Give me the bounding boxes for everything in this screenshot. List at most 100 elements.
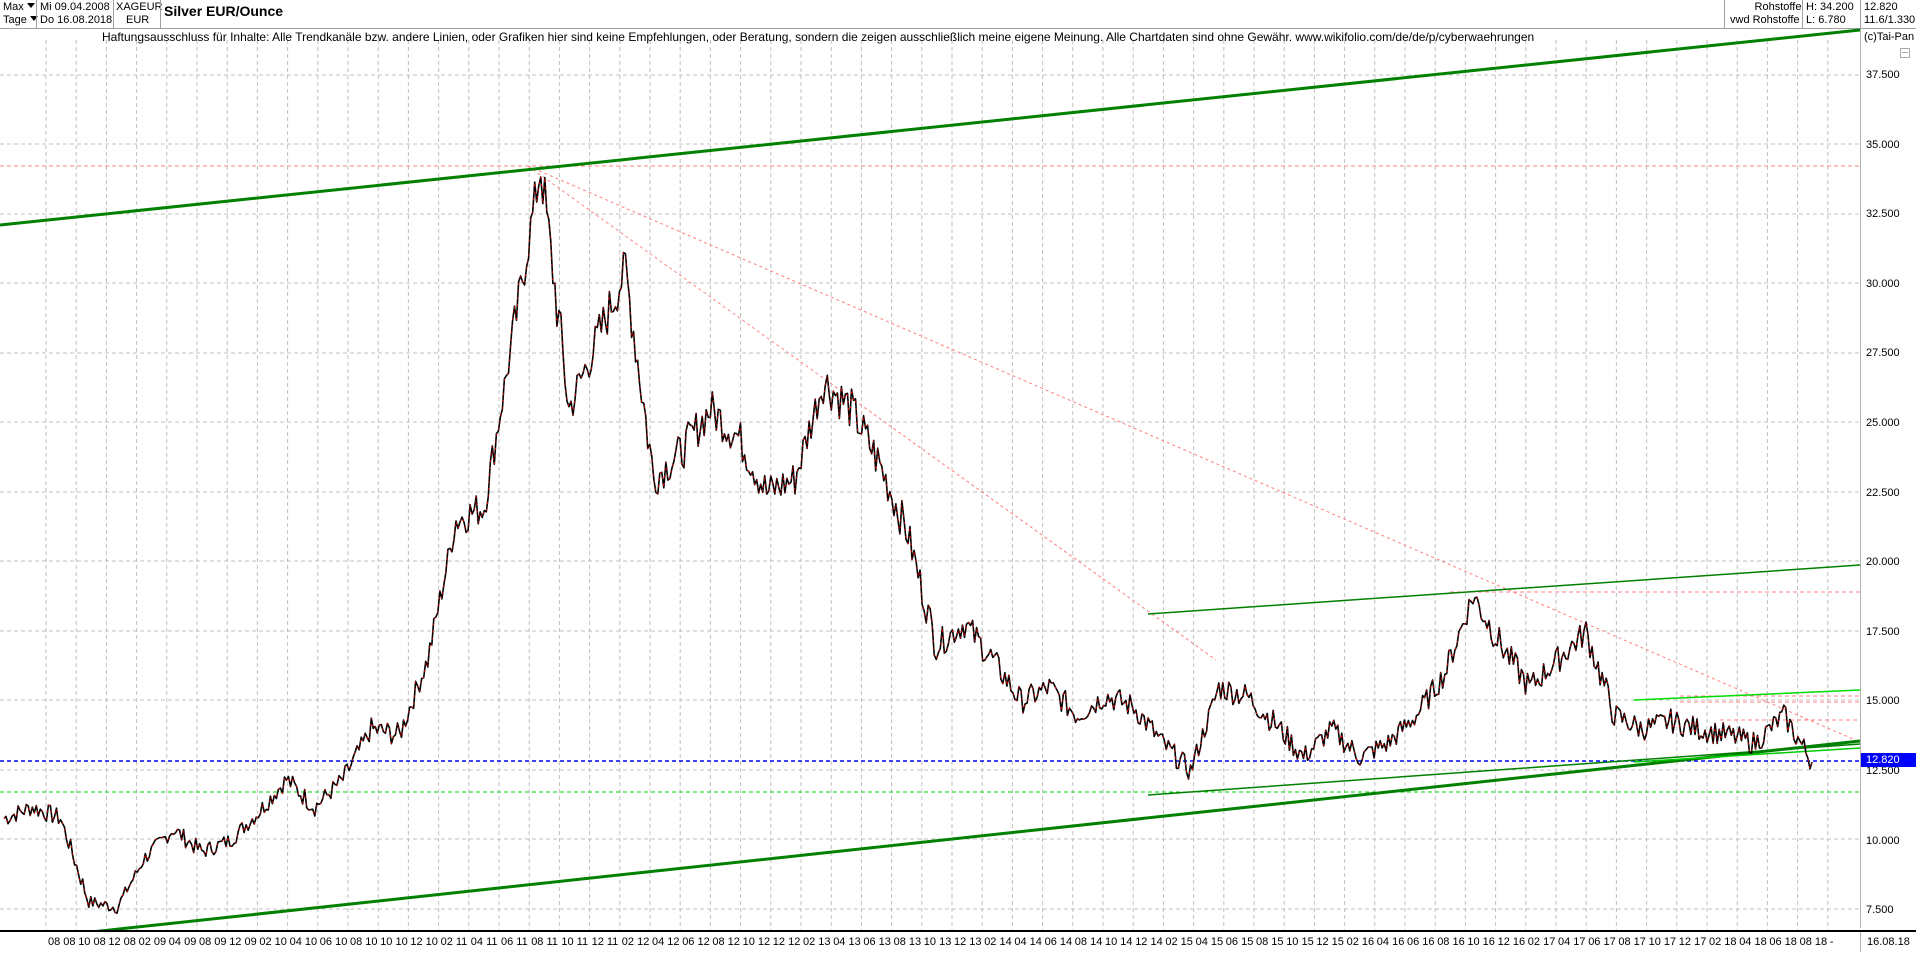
x-axis-label: 04 15	[1195, 936, 1224, 948]
interval-select-label: Tage	[3, 14, 27, 26]
x-axis-label: 12 10	[410, 936, 438, 948]
short-channel-upper	[1633, 689, 1860, 701]
data-source: vwd Rohstoffe	[1730, 14, 1800, 26]
upper-channel-line	[0, 28, 1860, 227]
category: Rohstoffe	[1754, 1, 1802, 13]
start-date[interactable]: Mi 09.04.2008	[40, 1, 110, 13]
x-axis-label: 06 11	[501, 936, 528, 948]
y-axis-label: 32.500	[1866, 208, 1900, 221]
x-axis-label: 12 16	[1497, 936, 1526, 948]
x-axis-label: 06 16	[1407, 936, 1435, 948]
x-axis-label: 08 14	[1074, 936, 1103, 948]
y-axis-label: 12.500	[1866, 765, 1900, 777]
x-axis-label: 02 13	[803, 936, 831, 948]
x-axis-label: 08 09	[199, 936, 227, 948]
x-axis-label: 04 13	[833, 936, 861, 948]
x-axis-label: 02 11	[440, 936, 468, 948]
last-price-badge: 12.820	[1861, 753, 1916, 767]
y-axis-label: 35.000	[1866, 138, 1900, 151]
x-axis-label: 12 17	[1678, 936, 1707, 948]
price-series-down	[3, 177, 1813, 914]
x-axis-label: 06 18	[1769, 936, 1797, 948]
chevron-down-icon[interactable]	[29, 16, 38, 21]
range-select-label: Max	[3, 1, 24, 13]
x-axis-label: 08 13	[893, 936, 922, 948]
x-axis-label: 08 17	[1618, 936, 1646, 948]
x-axis-label: 04 18	[1739, 936, 1767, 948]
x-axis-label: 12 08	[108, 936, 136, 948]
x-axis-label: 02 16	[1346, 936, 1375, 948]
x-axis-label: 06 13	[863, 936, 891, 948]
x-axis-label: 12 15	[1316, 936, 1344, 948]
x-axis-label: 04 10	[289, 936, 318, 948]
medium-channel-lower	[1147, 743, 1860, 796]
y-axis-label: 25.000	[1866, 417, 1900, 429]
x-axis-label: 02 12	[621, 936, 650, 948]
x-axis-label: 06 15	[1225, 936, 1254, 948]
x-axis-label: 06 14	[1044, 936, 1073, 948]
y-axis-label: 17.500	[1866, 625, 1900, 638]
y-axis-label: 15.000	[1866, 695, 1900, 708]
x-axis-label: 10 15	[1286, 936, 1314, 948]
symbol: XAGEUR	[116, 1, 163, 13]
x-axis-label: 02 18	[1709, 936, 1737, 948]
chevron-down-icon[interactable]	[26, 3, 35, 8]
grid	[0, 40, 1860, 930]
x-axis-label: 04 12	[652, 936, 680, 948]
x-axis-label: 10 13	[923, 936, 952, 948]
collapse-icon[interactable]	[1900, 48, 1910, 58]
x-axis-label: 10 08	[78, 936, 106, 948]
x-axis-label: 02 17	[1527, 936, 1556, 948]
x-axis-label: 10 10	[380, 936, 408, 948]
downtrend-line-short	[527, 165, 1217, 661]
y-axis-label: 7.500	[1866, 904, 1894, 917]
x-axis-label: 08 16	[1437, 936, 1465, 948]
x-axis-label: 10 12	[742, 936, 771, 948]
ratio-value: 11.6/1.330	[1864, 14, 1916, 26]
disclaimer-text: Haftungsausschluss für Inhalte: Alle Tre…	[102, 30, 1535, 44]
copyright-label: (c)Tai-Pan	[1864, 31, 1915, 43]
lower-channel-line	[95, 739, 1860, 930]
y-axis-label: 20.000	[1866, 556, 1900, 569]
x-axis-label: 02 14	[984, 936, 1012, 948]
x-axis-label: 10 16	[1467, 936, 1495, 948]
x-axis-label: 08 12	[712, 936, 740, 948]
low-value: L: 6.780	[1806, 14, 1846, 26]
y-axis-label: 22.500	[1866, 486, 1900, 499]
x-axis-label: 08 11	[531, 936, 558, 948]
short-channel-lower	[1633, 747, 1860, 763]
chart-header: Max Tage Mi 09.04.2008 Do 16.08.2018 XAG…	[0, 0, 1916, 29]
x-axis-label: 02 10	[259, 936, 287, 948]
x-axis-label: 10 14	[1105, 936, 1133, 948]
x-axis-label: 08 15	[1256, 936, 1284, 948]
x-axis-label: -	[1829, 936, 1834, 948]
y-axis-label: 30.000	[1866, 277, 1900, 290]
x-axis-label: 12 09	[229, 936, 257, 948]
downtrend-line-long	[527, 165, 1860, 743]
x-axis-label: 02 09	[138, 936, 167, 948]
x-axis-label: 04 11	[470, 936, 498, 948]
x-axis: 08 08 10 08 12 08 02 09 04 09 08 09 12 09 02 10…	[0, 930, 1916, 954]
x-axis-label: 08 10	[350, 936, 378, 948]
x-axis-label: 10 11	[561, 936, 589, 948]
currency: EUR	[126, 14, 150, 26]
x-axis-label: 12 13	[954, 936, 982, 948]
x-axis-label: 06 10	[319, 936, 348, 948]
x-axis-label: 12 11	[591, 936, 619, 948]
x-axis-label: 12 14	[1135, 936, 1163, 948]
x-axis-label: 06 17	[1588, 936, 1616, 948]
y-axis-label: 27.500	[1866, 347, 1900, 360]
price-chart[interactable]	[0, 28, 1860, 930]
y-axis-label: 10.000	[1866, 834, 1900, 847]
x-axis-label: 12 12	[772, 936, 801, 948]
end-date[interactable]: Do 16.08.2018	[40, 14, 113, 26]
x-axis-label: 04 16	[1376, 936, 1405, 948]
y-axis	[1860, 28, 1861, 928]
x-axis-end-date: 16.08.18	[1867, 936, 1910, 948]
medium-channel-upper	[1147, 564, 1860, 615]
interval-select[interactable]: Tage	[3, 14, 38, 27]
chart-title: Silver EUR/Ounce	[164, 3, 284, 19]
price-series	[3, 176, 1813, 915]
range-select[interactable]: Max	[3, 1, 35, 14]
high-value: H: 34.200	[1806, 1, 1854, 13]
